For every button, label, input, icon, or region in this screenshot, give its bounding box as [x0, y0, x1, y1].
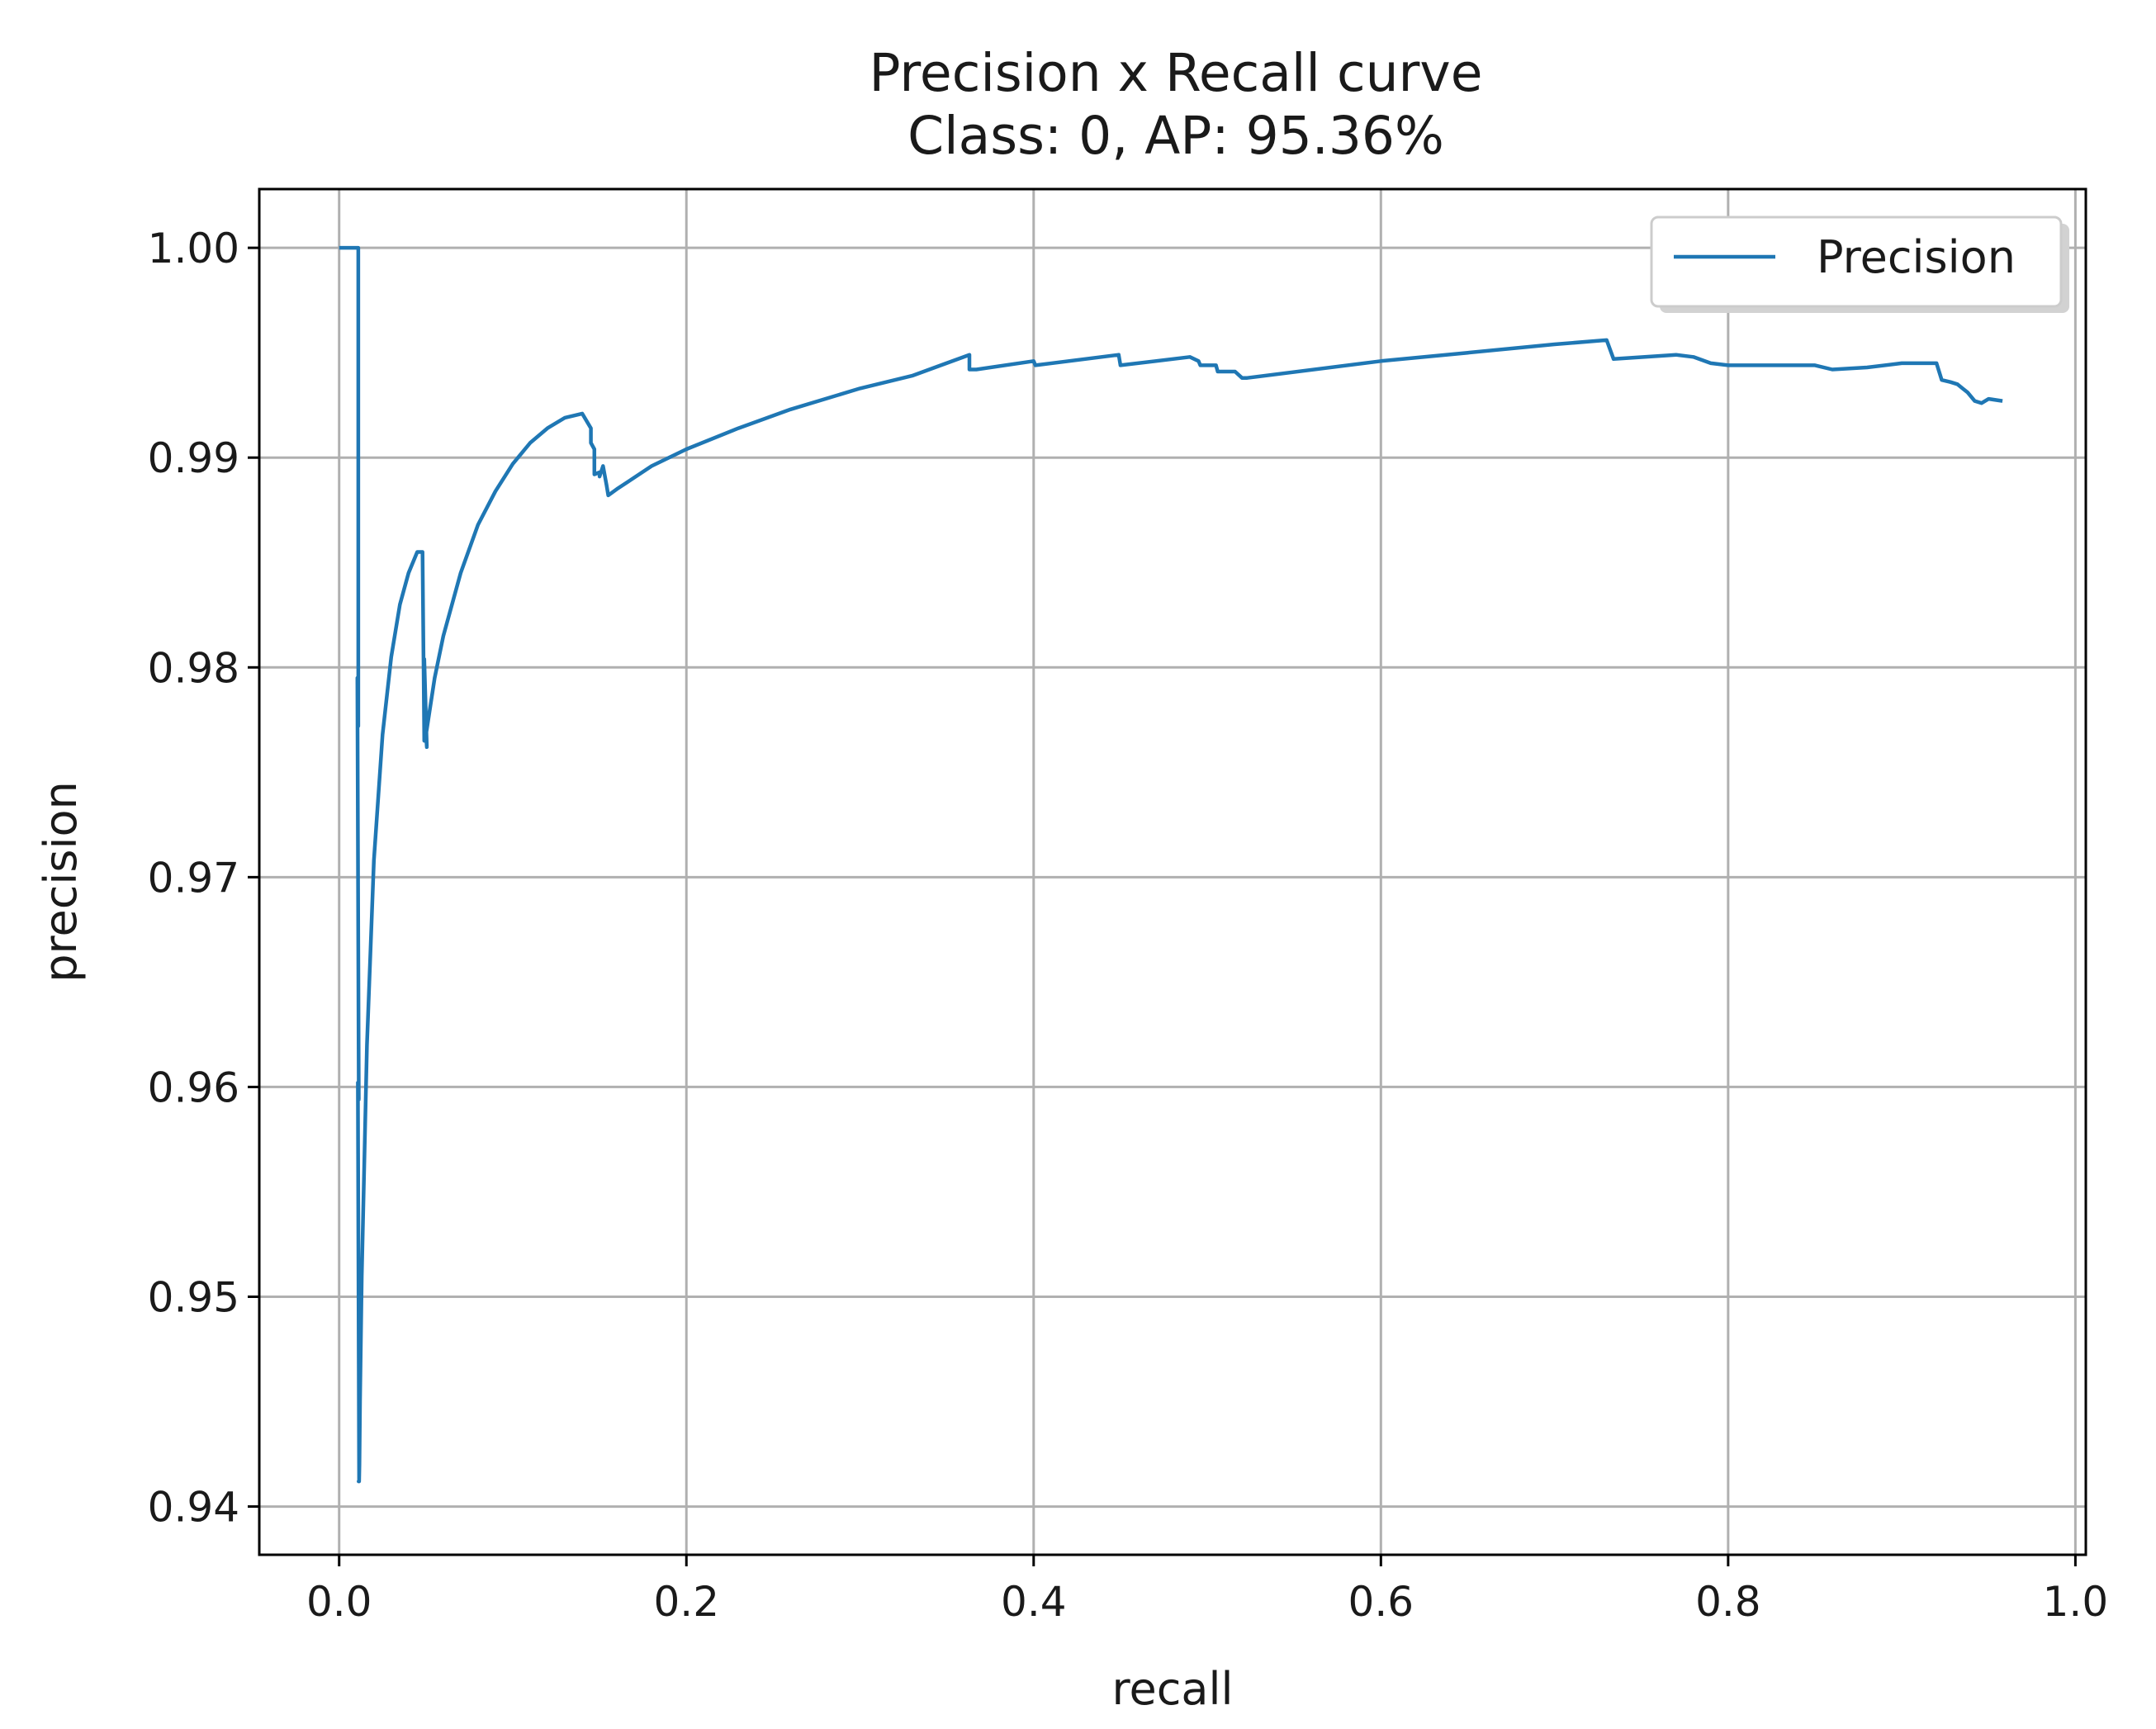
y-tick-label: 0.97 [148, 854, 239, 902]
y-tick-label: 0.95 [148, 1273, 239, 1321]
legend-box [1650, 216, 2063, 308]
legend: Precision [1650, 216, 2069, 313]
x-tick-label: 0.0 [306, 1578, 372, 1626]
x-tick-label: 0.2 [653, 1578, 719, 1626]
y-tick-label: 0.99 [148, 434, 239, 482]
chart-subtitle: Class: 0, AP: 95.36% [907, 106, 1444, 166]
y-tick-label: 0.96 [148, 1063, 239, 1111]
y-tick-label: 1.00 [148, 225, 239, 272]
y-gridlines [259, 246, 2086, 1509]
y-axis-ticks: 0.94 0.95 0.96 0.97 0.98 0.99 1.00 [148, 225, 259, 1532]
plot-area-frame [258, 187, 2087, 1556]
x-tick-label: 0.6 [1348, 1578, 1414, 1626]
x-gridlines [338, 189, 2077, 1555]
legend-label-precision: Precision [1817, 231, 2016, 283]
chart-title: Precision x Recall curve [870, 43, 1483, 103]
y-tick-label: 0.94 [148, 1484, 239, 1532]
precision-series-line [339, 245, 2003, 1484]
x-tick-label: 0.4 [1001, 1578, 1067, 1626]
y-axis-label: precision [35, 781, 87, 983]
x-axis-ticks: 0.0 0.2 0.4 0.6 0.8 1.0 [306, 1555, 2108, 1626]
x-tick-label: 1.0 [2043, 1578, 2109, 1626]
y-tick-label: 0.98 [148, 644, 239, 692]
x-tick-label: 0.8 [1695, 1578, 1761, 1626]
x-axis-label: recall [1111, 1663, 1233, 1715]
